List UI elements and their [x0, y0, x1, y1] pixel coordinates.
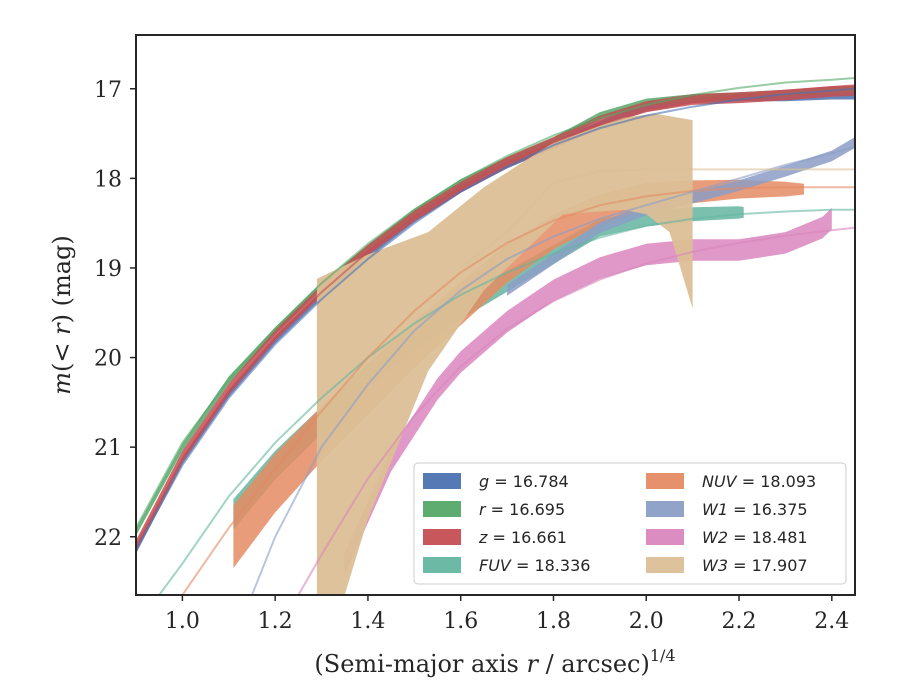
- y-tick-label: 20: [94, 347, 122, 372]
- fit-line-nuv: [181, 186, 855, 595]
- legend-label-nuv: NUV = 18.093: [702, 472, 816, 491]
- legend-label-r: r = 16.695: [479, 500, 565, 519]
- x-axis-ticks: 1.0 1.2 1.4 1.6 1.8 2.0 2.2 2.4: [165, 595, 849, 634]
- band-w3: [316, 113, 693, 595]
- legend-label-g: g = 16.784: [479, 472, 569, 491]
- legend-label-w2: W2 = 18.481: [702, 528, 808, 547]
- band-layer: [136, 85, 855, 595]
- band-nuv: [233, 179, 804, 569]
- x-tick-label: 1.2: [258, 609, 293, 634]
- y-axis-ticks: 17 18 19 20 21 22: [94, 78, 136, 551]
- fit-line-w3: [460, 168, 855, 269]
- x-tick-label: 1.4: [350, 609, 385, 634]
- legend-swatch-g: [423, 473, 461, 489]
- y-tick-label: 17: [94, 78, 122, 103]
- x-tick-label: 2.2: [722, 609, 757, 634]
- y-tick-label: 19: [94, 257, 122, 282]
- legend-swatch-nuv: [646, 473, 684, 489]
- legend-swatch-r: [423, 501, 461, 517]
- x-tick-label: 1.6: [443, 609, 478, 634]
- legend-swatch-w2: [646, 529, 684, 545]
- x-axis-label: (Semi-major axis r / arcsec)1/4: [314, 646, 675, 678]
- fit-line-r: [136, 77, 855, 529]
- legend-label-z: z = 16.661: [478, 528, 567, 547]
- fit-line-w2: [297, 226, 855, 595]
- x-tick-label: 1.0: [165, 609, 200, 634]
- y-tick-label: 21: [94, 436, 122, 461]
- fit-line-g: [136, 87, 855, 551]
- y-axis-label: m(< r) (mag): [48, 235, 76, 395]
- legend-label-w1: W1 = 16.375: [702, 500, 808, 519]
- plot-frame: [135, 34, 856, 596]
- legend: g = 16.784 r = 16.695 z = 16.661 FUV = 18.3…: [413, 462, 847, 585]
- legend-label-w3: W3 = 17.907: [702, 556, 808, 575]
- legend-swatch-fuv: [423, 557, 461, 573]
- y-tick-label: 22: [94, 526, 122, 551]
- fit-line-fuv: [158, 208, 855, 595]
- x-tick-label: 2.0: [629, 609, 664, 634]
- band-w1: [507, 137, 855, 296]
- fit-line-z: [136, 84, 855, 547]
- legend-swatch-w1: [646, 501, 684, 517]
- fit-line-layer: [136, 77, 855, 595]
- legend-frame: [413, 462, 847, 585]
- band-w2: [344, 207, 832, 575]
- legend-swatch-z: [423, 529, 461, 545]
- x-tick-label: 2.4: [814, 609, 849, 634]
- legend-swatch-w3: [646, 557, 684, 573]
- y-tick-label: 18: [94, 167, 122, 192]
- legend-label-fuv: FUV = 18.336: [479, 556, 590, 575]
- x-tick-label: 1.8: [536, 609, 571, 634]
